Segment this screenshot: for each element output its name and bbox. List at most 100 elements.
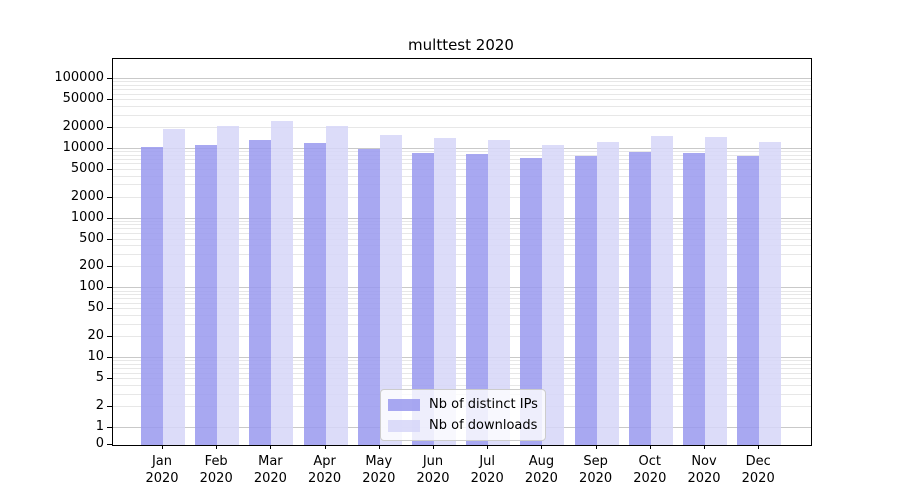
ytick-label-100000: 100000 [54, 70, 104, 85]
ytick-mark-2000 [107, 196, 112, 198]
ytick-mark-1 [107, 427, 112, 428]
bar-jun-distinct-ips [412, 153, 434, 445]
ytick-label-20: 20 [87, 328, 104, 344]
gridline-3000 [113, 184, 811, 186]
xtick-mark-mar [270, 445, 272, 449]
xtick-mark-dec [758, 445, 760, 449]
ytick-label-1: 1 [95, 419, 104, 434]
ytick-mark-5000 [107, 168, 112, 170]
gridline-90000 [113, 81, 811, 83]
xtick-label-feb: Feb 2020 [199, 454, 233, 486]
bar-nov-distinct-ips [683, 153, 705, 445]
ytick-mark-10000 [107, 147, 112, 149]
xtick-label-may: May 2020 [362, 454, 396, 486]
xtick-label-jan: Jan 2020 [145, 454, 179, 486]
ytick-label-200: 200 [79, 258, 104, 274]
gridline-50000 [113, 99, 811, 100]
gridline-400 [113, 245, 811, 247]
bar-dec-downloads [759, 142, 782, 445]
gridline-500 [113, 238, 811, 240]
gridline-100000 [113, 78, 811, 79]
legend-swatch-downloads [388, 419, 420, 432]
gridline-8 [113, 364, 811, 365]
gridline-5000 [113, 168, 811, 170]
xtick-mark-may [378, 445, 380, 449]
bar-mar-distinct-ips [249, 139, 272, 445]
gridline-5 [113, 378, 811, 380]
gridline-50 [113, 308, 811, 310]
gridline-10000 [113, 147, 811, 149]
ytick-mark-100 [107, 287, 112, 289]
bar-oct-downloads [650, 135, 673, 445]
gridline-9 [113, 360, 811, 362]
ytick-label-2: 2 [95, 398, 104, 413]
xtick-label-sep: Sep 2020 [579, 454, 613, 486]
gridline-70000 [113, 88, 811, 90]
ytick-mark-20 [107, 336, 112, 338]
bar-aug-distinct-ips [520, 157, 543, 445]
ytick-mark-20000 [107, 126, 112, 128]
bar-nov-downloads [705, 136, 727, 445]
gridline-4 [113, 385, 811, 386]
gridline-20 [113, 336, 811, 338]
ytick-mark-1000 [107, 217, 112, 219]
xtick-mark-oct [649, 445, 651, 449]
ytick-label-50: 50 [87, 300, 104, 316]
gridline-6000 [113, 163, 811, 165]
xtick-label-apr: Apr 2020 [308, 454, 342, 486]
gridline-7000 [113, 158, 811, 160]
bar-jan-distinct-ips [141, 146, 163, 445]
ytick-label-100: 100 [79, 279, 104, 295]
xtick-label-jul: Jul 2020 [470, 454, 504, 486]
xtick-mark-nov [704, 445, 705, 449]
gridline-300 [113, 254, 811, 256]
gridline-2000 [113, 196, 811, 198]
bar-feb-downloads [217, 125, 240, 445]
gridline-600 [113, 233, 811, 235]
gridline-800 [113, 224, 811, 226]
ytick-label-5: 5 [95, 370, 104, 386]
gridline-9000 [113, 151, 811, 152]
gridline-700 [113, 228, 811, 230]
bar-jun-downloads [434, 138, 456, 445]
legend-label-distinct-ips: Nb of distinct IPs [429, 397, 538, 412]
gridline-70 [113, 298, 811, 300]
gridline-8000 [113, 154, 811, 156]
bar-jul-downloads [488, 139, 511, 445]
ytick-mark-10 [107, 357, 112, 359]
xtick-mark-apr [324, 445, 326, 449]
gridline-80 [113, 294, 811, 296]
gridline-100 [113, 287, 811, 289]
gridline-1000 [113, 217, 811, 219]
xtick-mark-sep [595, 445, 597, 449]
bar-jan-downloads [163, 129, 185, 445]
gridline-60000 [113, 93, 811, 95]
bar-may-distinct-ips [357, 148, 380, 445]
xtick-label-aug: Aug 2020 [524, 454, 558, 486]
bar-sep-downloads [596, 141, 619, 445]
ytick-mark-50000 [107, 99, 112, 100]
plot-area [112, 58, 812, 446]
ytick-mark-0 [107, 444, 112, 445]
gridline-80000 [113, 84, 811, 86]
ytick-label-10: 10 [87, 349, 104, 365]
bar-oct-distinct-ips [628, 152, 651, 445]
xtick-mark-aug [541, 445, 543, 449]
xtick-mark-jan [162, 445, 163, 449]
gridline-200 [113, 266, 811, 268]
legend-swatch-distinct-ips [388, 398, 420, 411]
ytick-label-5000: 5000 [70, 160, 104, 176]
ytick-mark-100000 [107, 78, 112, 79]
gridline-30 [113, 323, 811, 325]
bar-sep-distinct-ips [574, 155, 597, 445]
ytick-mark-5 [107, 378, 112, 380]
legend-label-downloads: Nb of downloads [429, 418, 538, 433]
ytick-label-10000: 10000 [62, 139, 104, 155]
ytick-label-500: 500 [79, 230, 104, 246]
gridline-90 [113, 290, 811, 292]
xtick-mark-jul [487, 445, 489, 449]
gridline-20000 [113, 126, 811, 128]
ytick-mark-50 [107, 308, 112, 310]
gridline-4000 [113, 175, 811, 177]
